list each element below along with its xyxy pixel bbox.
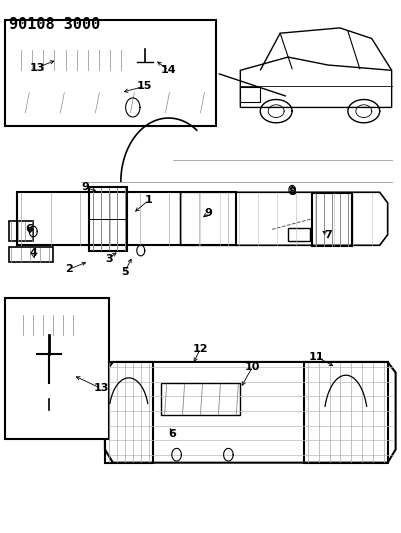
Text: 4: 4 [29,248,37,259]
Text: 5: 5 [121,267,129,277]
Text: 3: 3 [105,254,113,263]
Bar [5,20,217,126]
Text: 10: 10 [245,362,260,372]
Text: 12: 12 [193,344,208,354]
Text: 6: 6 [25,224,33,235]
Text: 13: 13 [30,63,45,72]
Text: 9: 9 [205,208,213,219]
Text: 6: 6 [169,429,176,439]
Text: 1: 1 [145,195,153,205]
Text: 90108 3000: 90108 3000 [9,17,101,33]
Text: 7: 7 [324,230,332,240]
Text: 14: 14 [161,66,176,75]
Bar [5,298,109,439]
Text: 13: 13 [93,383,109,393]
Text: 8: 8 [288,187,296,197]
Text: 15: 15 [137,81,152,91]
Text: 9: 9 [81,182,89,192]
Text: 11: 11 [308,352,324,361]
Text: 2: 2 [65,264,73,274]
